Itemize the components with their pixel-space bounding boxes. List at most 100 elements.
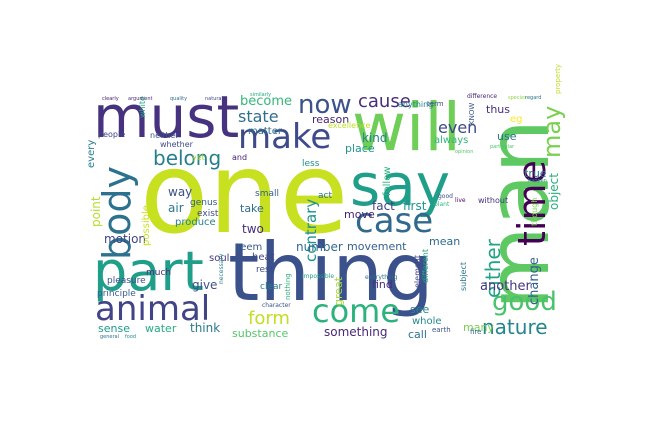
cloud-word-30: think bbox=[190, 321, 220, 335]
cloud-word-73: exist bbox=[197, 209, 219, 219]
cloud-word-39: fact bbox=[372, 199, 395, 213]
cloud-word-59: call bbox=[408, 328, 427, 341]
cloud-word-94: everything bbox=[365, 274, 398, 281]
cloud-word-75: small bbox=[255, 189, 279, 199]
cloud-word-13: come bbox=[312, 292, 400, 330]
cloud-word-41: two bbox=[242, 222, 264, 236]
cloud-word-93: term bbox=[427, 100, 444, 108]
cloud-word-4: say bbox=[350, 151, 450, 219]
cloud-word-15: may bbox=[538, 106, 566, 158]
cloud-word-28: something bbox=[324, 325, 388, 339]
cloud-word-86: different bbox=[421, 249, 430, 283]
cloud-word-53: thus bbox=[486, 103, 510, 116]
cloud-word-66: heat bbox=[252, 252, 275, 263]
cloud-word-79: yet bbox=[192, 153, 205, 162]
cloud-word-24: even bbox=[438, 118, 477, 137]
cloud-word-21: state bbox=[238, 107, 279, 126]
cloud-word-105: similarly bbox=[250, 92, 271, 98]
cloud-word-110: live bbox=[455, 197, 466, 204]
cloud-word-64: produce bbox=[175, 217, 216, 228]
cloud-word-51: true bbox=[524, 167, 547, 180]
cloud-word-57: see bbox=[410, 303, 429, 316]
cloud-word-27: object bbox=[547, 173, 561, 210]
cloud-word-111: good bbox=[438, 193, 453, 200]
cloud-word-5: man bbox=[469, 119, 569, 310]
cloud-word-34: way bbox=[168, 185, 192, 199]
cloud-word-115: general bbox=[100, 334, 119, 340]
cloud-word-12: good bbox=[492, 287, 557, 317]
cloud-word-63: possible bbox=[141, 205, 152, 246]
cloud-word-85: without bbox=[478, 196, 508, 205]
cloud-word-89: though bbox=[530, 198, 539, 226]
cloud-word-37: give bbox=[192, 278, 217, 292]
cloud-word-88: subject bbox=[459, 262, 468, 291]
cloud-word-22: contrary bbox=[302, 199, 320, 262]
cloud-word-18: nature bbox=[482, 315, 548, 339]
cloud-word-81: whether bbox=[160, 140, 194, 149]
cloud-word-25: change bbox=[527, 257, 542, 305]
cloud-word-50: matter bbox=[248, 126, 283, 137]
cloud-word-45: mean bbox=[429, 235, 460, 248]
cloud-word-19: cause bbox=[358, 91, 411, 112]
cloud-word-40: first bbox=[403, 199, 427, 213]
cloud-word-52: use bbox=[497, 130, 517, 143]
word-cloud-background bbox=[91, 85, 570, 341]
cloud-word-55: eg bbox=[510, 114, 523, 125]
cloud-word-97: impossible bbox=[302, 273, 334, 280]
cloud-word-95: nothing bbox=[284, 273, 292, 300]
cloud-word-61: great bbox=[332, 276, 345, 306]
cloud-word-107: species bbox=[508, 95, 527, 101]
cloud-word-14: now bbox=[298, 90, 352, 120]
cloud-word-17: either bbox=[481, 238, 505, 298]
cloud-word-47: place bbox=[345, 142, 375, 155]
cloud-word-26: another bbox=[480, 279, 531, 294]
cloud-word-71: principle bbox=[97, 289, 136, 299]
cloud-word-69: clear bbox=[260, 282, 283, 292]
cloud-word-58: whole bbox=[412, 316, 442, 327]
cloud-word-20: form bbox=[248, 308, 290, 329]
cloud-word-35: point bbox=[89, 196, 103, 227]
cloud-word-100: difference bbox=[467, 93, 497, 100]
cloud-word-84: excellence bbox=[328, 121, 371, 130]
cloud-word-31: sense bbox=[98, 322, 130, 335]
cloud-word-98: necessary bbox=[218, 253, 225, 284]
cloud-word-62: every bbox=[86, 140, 97, 168]
cloud-word-32: water bbox=[145, 322, 177, 335]
cloud-word-56: follow bbox=[382, 167, 393, 197]
cloud-word-70: pleasure bbox=[107, 276, 146, 286]
cloud-word-113: natural bbox=[205, 96, 223, 102]
cloud-word-108: particular bbox=[490, 144, 515, 150]
cloud-word-44: movement bbox=[347, 240, 407, 253]
cloud-word-9: case bbox=[355, 201, 433, 241]
cloud-word-92: anything bbox=[398, 100, 433, 109]
cloud-word-90: earth bbox=[432, 326, 451, 334]
cloud-word-10: body bbox=[95, 166, 139, 260]
cloud-word-60: many bbox=[463, 321, 494, 334]
cloud-word-48: kind bbox=[362, 131, 388, 145]
cloud-word-91: fire bbox=[470, 328, 481, 336]
cloud-word-23: become bbox=[240, 94, 292, 109]
cloud-word-99: KNOW bbox=[468, 103, 476, 125]
cloud-word-112: regard bbox=[525, 95, 541, 101]
cloud-word-0: one bbox=[140, 129, 348, 259]
cloud-word-46: find bbox=[372, 278, 393, 291]
cloud-word-16: belong bbox=[153, 146, 221, 170]
cloud-word-38: move bbox=[344, 208, 375, 221]
cloud-word-82: people bbox=[98, 130, 125, 139]
cloud-word-101: property bbox=[554, 64, 562, 94]
cloud-word-68: rest bbox=[256, 265, 274, 275]
cloud-word-83: white bbox=[138, 96, 147, 118]
cloud-word-29: substance bbox=[232, 327, 288, 340]
cloud-word-74: genus bbox=[190, 198, 218, 208]
cloud-word-7: animal bbox=[95, 289, 210, 329]
cloud-word-109: happen bbox=[528, 178, 547, 184]
cloud-word-104: clearly bbox=[102, 96, 119, 102]
cloud-word-76: act bbox=[318, 191, 332, 201]
cloud-word-3: will bbox=[352, 89, 461, 166]
cloud-word-2: must bbox=[93, 83, 239, 151]
cloud-word-6: part bbox=[93, 240, 204, 303]
cloud-word-72: much bbox=[146, 268, 171, 278]
